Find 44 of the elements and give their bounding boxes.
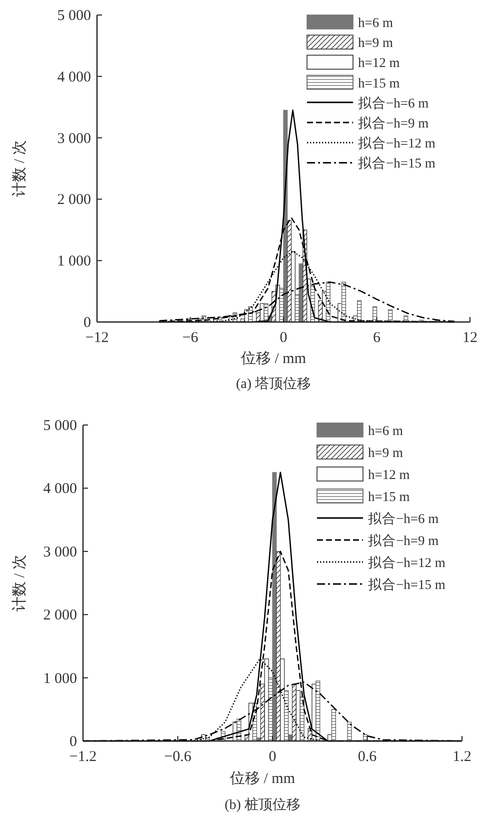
legend-label: h=9 m bbox=[358, 35, 394, 50]
y-tick-label: 1 000 bbox=[43, 670, 77, 687]
x-tick-label: 0.6 bbox=[358, 749, 378, 765]
legend-label: 拟合−h=6 m bbox=[358, 95, 430, 110]
x-tick-label: 1.2 bbox=[452, 749, 472, 765]
legend-label: h=15 m bbox=[368, 489, 410, 504]
y-tick-label: 4 000 bbox=[43, 481, 77, 498]
legend-label: 拟合−h=9 m bbox=[358, 116, 430, 130]
legend-label: 拟合−h=15 m bbox=[358, 156, 436, 171]
x-tick-label: −6 bbox=[182, 330, 199, 346]
y-tick-label: 0 bbox=[70, 734, 77, 750]
legend-label: h=12 m bbox=[358, 55, 400, 70]
legend-label: 拟合−h=12 m bbox=[358, 136, 436, 151]
y-tick-label: 0 bbox=[84, 315, 91, 331]
y-axis-title: 计数 / 次 bbox=[11, 140, 28, 197]
text: (b) 桩顶位移 bbox=[224, 797, 300, 813]
text: (a) 塔顶位移 bbox=[236, 376, 312, 392]
x-tick-label: 12 bbox=[462, 330, 478, 346]
legend-label: h=6 m bbox=[358, 15, 394, 30]
y-tick-label: 2 000 bbox=[57, 192, 91, 208]
y-tick-label: 3 000 bbox=[57, 130, 91, 147]
x-tick-label: −12 bbox=[85, 330, 109, 346]
y-tick-label: 4 000 bbox=[57, 69, 91, 86]
legend-label: 拟合−h=9 m bbox=[368, 533, 440, 548]
x-tick-label: 6 bbox=[373, 330, 381, 346]
x-tick-label: −0.6 bbox=[164, 749, 192, 765]
y-tick-label: 5 000 bbox=[57, 8, 91, 24]
y-tick-label: 1 000 bbox=[57, 254, 91, 270]
y-tick-label: 5 000 bbox=[43, 418, 77, 434]
y-axis-title: 计数 / 次 bbox=[11, 554, 28, 612]
legend-label: h=9 m bbox=[368, 445, 404, 460]
x-tick-label: 0 bbox=[280, 330, 288, 346]
x-tick-label: −1.2 bbox=[69, 749, 97, 765]
x-axis-title: 位移 / mm bbox=[240, 350, 306, 367]
legend-label: h=12 m bbox=[368, 467, 410, 482]
legend-label: 拟合−h=15 m bbox=[368, 577, 446, 592]
y-tick-label: 3 000 bbox=[43, 544, 77, 560]
legend-label: 拟合−h=12 m bbox=[368, 555, 446, 570]
x-tick-label: 0 bbox=[268, 749, 276, 765]
y-tick-label: 2 000 bbox=[43, 608, 77, 624]
legend-label: 拟合−h=6 m bbox=[368, 511, 440, 526]
legend-label: h=6 m bbox=[368, 423, 404, 438]
legend-label: h=15 m bbox=[358, 75, 400, 90]
x-axis-title: 位移 / mm bbox=[230, 770, 296, 787]
